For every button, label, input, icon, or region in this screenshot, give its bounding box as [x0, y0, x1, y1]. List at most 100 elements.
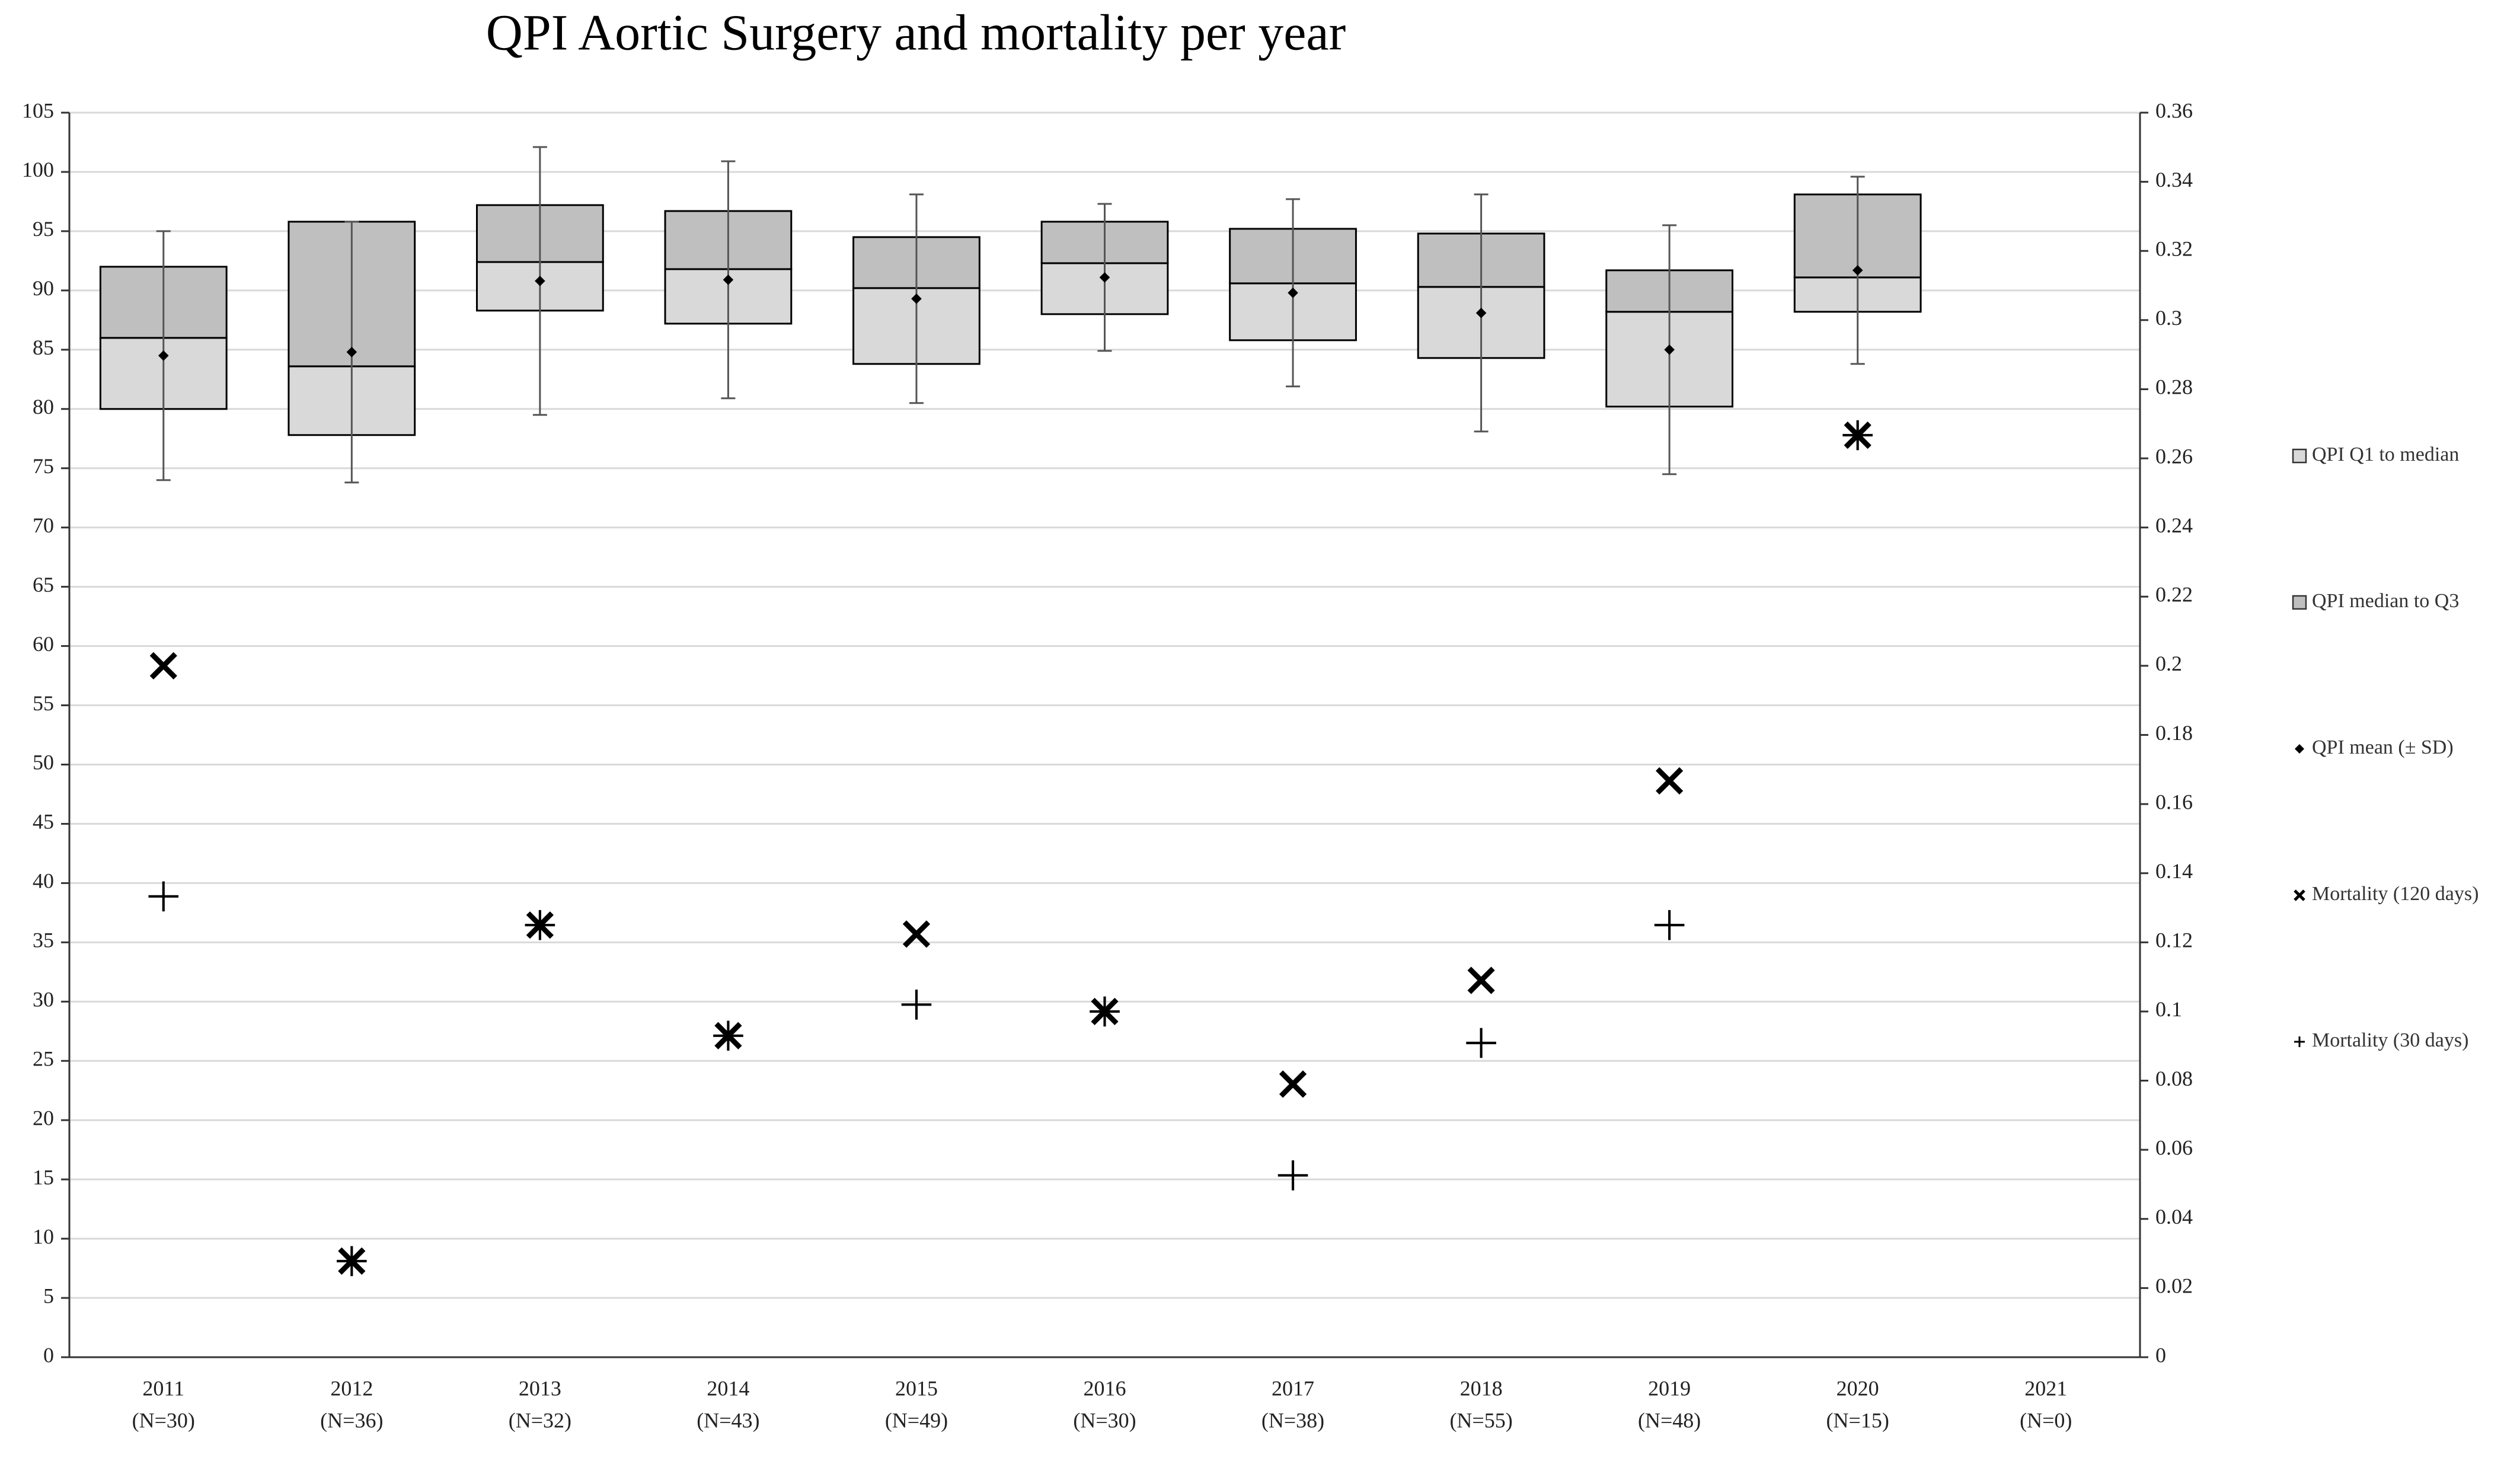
mean-marker: [723, 275, 734, 285]
x-tick-label: 2020: [1836, 1376, 1879, 1400]
y2-tick-label: 0.06: [2155, 1135, 2193, 1159]
scatter-point: [1466, 1028, 1496, 1058]
y2-tick-label: 0.02: [2155, 1274, 2193, 1298]
x-tick-label: 2012: [330, 1376, 373, 1400]
y2-tick-label: 0.3: [2155, 306, 2182, 330]
scatter-point: [902, 920, 931, 948]
x-tick-sublabel: (N=15): [1826, 1408, 1889, 1432]
legend-swatch: [2292, 595, 2307, 610]
y-tick-label: 10: [33, 1224, 54, 1248]
x-tick-label: 2014: [707, 1376, 749, 1400]
y-tick-label: 15: [33, 1165, 54, 1189]
scatter-point: [1654, 910, 1685, 940]
y2-tick-label: 0.24: [2155, 513, 2193, 537]
y-tick-label: 5: [43, 1284, 54, 1307]
x-tick-label: 2015: [895, 1376, 938, 1400]
x-tick-label: 2013: [519, 1376, 561, 1400]
chart-title: QPI Aortic Surgery and mortality per yea…: [486, 4, 1346, 61]
y-tick-label: 45: [33, 810, 54, 834]
y2-tick-label: 0.28: [2155, 375, 2193, 399]
scatter-point: [713, 1020, 743, 1051]
legend-swatch: [2295, 744, 2304, 754]
y2-tick-label: 0.2: [2155, 652, 2182, 675]
mean-marker: [158, 350, 169, 361]
y-tick-label: 85: [33, 336, 54, 359]
x-tick-sublabel: (N=32): [509, 1408, 571, 1432]
x-tick-label: 2018: [1460, 1376, 1503, 1400]
y2-tick-label: 0.04: [2155, 1205, 2193, 1229]
scatter-point: [1279, 1070, 1307, 1098]
scatter-point: [1277, 1160, 1308, 1191]
legend-swatch: [2292, 448, 2307, 464]
scatter-point: [1090, 996, 1120, 1027]
mean-marker: [911, 293, 922, 304]
mean-marker: [1288, 288, 1298, 298]
x-tick-sublabel: (N=36): [320, 1408, 383, 1432]
legend-label: Mortality (120 days): [2312, 883, 2479, 905]
x-tick-sublabel: (N=30): [1073, 1408, 1136, 1432]
y-tick-label: 80: [33, 395, 54, 419]
mean-marker: [535, 276, 545, 286]
x-tick-label: 2017: [1272, 1376, 1314, 1400]
scatter-point: [148, 881, 179, 912]
legend-swatch: [2294, 889, 2305, 901]
legend-label: Mortality (30 days): [2312, 1029, 2468, 1051]
y-tick-label: 60: [33, 632, 54, 656]
scatter-point: [149, 652, 177, 680]
y2-tick-label: 0.32: [2155, 237, 2193, 260]
y-tick-label: 90: [33, 276, 54, 300]
x-tick-sublabel: (N=38): [1261, 1408, 1324, 1432]
y-tick-label: 25: [33, 1047, 54, 1071]
y-tick-label: 105: [22, 98, 54, 122]
scatter-point: [1467, 966, 1495, 994]
x-tick-sublabel: (N=55): [1449, 1408, 1512, 1432]
y-tick-label: 55: [33, 691, 54, 715]
scatter-point: [1842, 420, 1873, 451]
x-tick-label: 2019: [1648, 1376, 1691, 1400]
mean-marker: [1475, 308, 1487, 318]
y-tick-label: 65: [33, 573, 54, 596]
y2-tick-label: 0.22: [2155, 583, 2193, 607]
mean-marker: [346, 347, 357, 358]
y-tick-label: 40: [33, 869, 54, 893]
scatter-point: [901, 989, 932, 1020]
mean-marker: [1664, 344, 1675, 355]
y-tick-label: 30: [33, 988, 54, 1012]
y-tick-label: 70: [33, 513, 54, 537]
x-tick-sublabel: (N=48): [1638, 1408, 1701, 1432]
y2-tick-label: 0.18: [2155, 721, 2193, 745]
y2-tick-label: 0.16: [2155, 790, 2193, 813]
legend-label: QPI Q1 to median: [2312, 444, 2459, 465]
y-tick-label: 0: [43, 1343, 54, 1367]
x-tick-label: 2011: [142, 1376, 184, 1400]
mean-marker: [1852, 265, 1863, 276]
x-tick-sublabel: (N=49): [885, 1408, 948, 1432]
mean-marker: [1099, 272, 1110, 283]
y2-tick-label: 0.26: [2155, 444, 2193, 468]
y-tick-label: 35: [33, 929, 54, 952]
y-tick-label: 95: [33, 217, 54, 241]
y2-tick-label: 0.14: [2155, 859, 2193, 883]
legend-label: QPI median to Q3: [2312, 590, 2459, 612]
y-tick-label: 75: [33, 454, 54, 478]
x-tick-label: 2016: [1084, 1376, 1126, 1400]
y-tick-label: 100: [22, 158, 54, 181]
x-tick-label: 2021: [2024, 1376, 2067, 1400]
y2-tick-label: 0: [2155, 1343, 2166, 1367]
legend-swatch: [2294, 1036, 2305, 1047]
x-tick-sublabel: (N=43): [697, 1408, 759, 1432]
legend-label: QPI mean (± SD): [2312, 736, 2454, 758]
scatter-point: [337, 1246, 367, 1277]
y2-tick-label: 0.34: [2155, 168, 2193, 192]
y2-tick-label: 0.36: [2155, 98, 2193, 122]
y2-tick-label: 0.1: [2155, 997, 2182, 1021]
y-tick-label: 20: [33, 1106, 54, 1130]
x-tick-sublabel: (N=0): [2020, 1408, 2072, 1432]
y-tick-label: 50: [33, 751, 54, 774]
y2-tick-label: 0.12: [2155, 929, 2193, 952]
scatter-point: [525, 910, 555, 940]
y2-tick-label: 0.08: [2155, 1067, 2193, 1090]
scatter-point: [1656, 767, 1684, 795]
x-tick-sublabel: (N=30): [132, 1408, 195, 1432]
